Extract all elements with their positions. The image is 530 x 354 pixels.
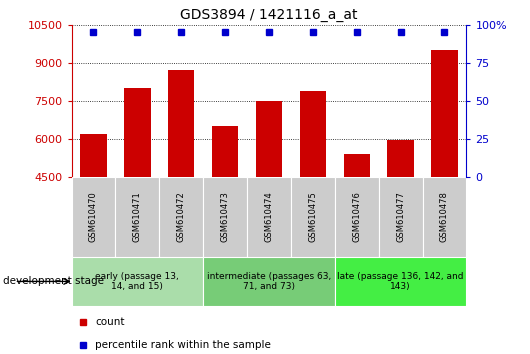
- Bar: [378, 177, 422, 257]
- Text: GSM610473: GSM610473: [220, 192, 229, 242]
- Bar: [81, 134, 107, 177]
- Bar: [168, 70, 195, 177]
- Bar: [343, 154, 370, 177]
- Bar: [203, 177, 247, 257]
- Title: GDS3894 / 1421116_a_at: GDS3894 / 1421116_a_at: [180, 8, 358, 22]
- Text: GSM610472: GSM610472: [176, 192, 186, 242]
- Text: intermediate (passages 63,
71, and 73): intermediate (passages 63, 71, and 73): [207, 272, 331, 291]
- Bar: [160, 177, 203, 257]
- Bar: [256, 101, 282, 177]
- Text: GSM610475: GSM610475: [308, 192, 317, 242]
- Text: GSM610471: GSM610471: [133, 192, 142, 242]
- Bar: [335, 177, 378, 257]
- Bar: [124, 88, 151, 177]
- Bar: [116, 177, 160, 257]
- Bar: [203, 257, 335, 306]
- Text: GSM610476: GSM610476: [352, 192, 361, 242]
- Text: GSM610470: GSM610470: [89, 192, 98, 242]
- Text: development stage: development stage: [3, 276, 104, 286]
- Bar: [247, 177, 291, 257]
- Text: late (passage 136, 142, and
143): late (passage 136, 142, and 143): [337, 272, 464, 291]
- Text: GSM610477: GSM610477: [396, 192, 405, 242]
- Bar: [431, 50, 457, 177]
- Bar: [291, 177, 335, 257]
- Text: GSM610474: GSM610474: [264, 192, 273, 242]
- Text: count: count: [95, 317, 125, 327]
- Text: percentile rank within the sample: percentile rank within the sample: [95, 340, 271, 350]
- Text: early (passage 13,
14, and 15): early (passage 13, 14, and 15): [95, 272, 179, 291]
- Bar: [335, 257, 466, 306]
- Bar: [422, 177, 466, 257]
- Bar: [299, 91, 326, 177]
- Bar: [387, 140, 414, 177]
- Text: GSM610478: GSM610478: [440, 192, 449, 242]
- Bar: [72, 177, 116, 257]
- Bar: [72, 257, 203, 306]
- Bar: [212, 126, 238, 177]
